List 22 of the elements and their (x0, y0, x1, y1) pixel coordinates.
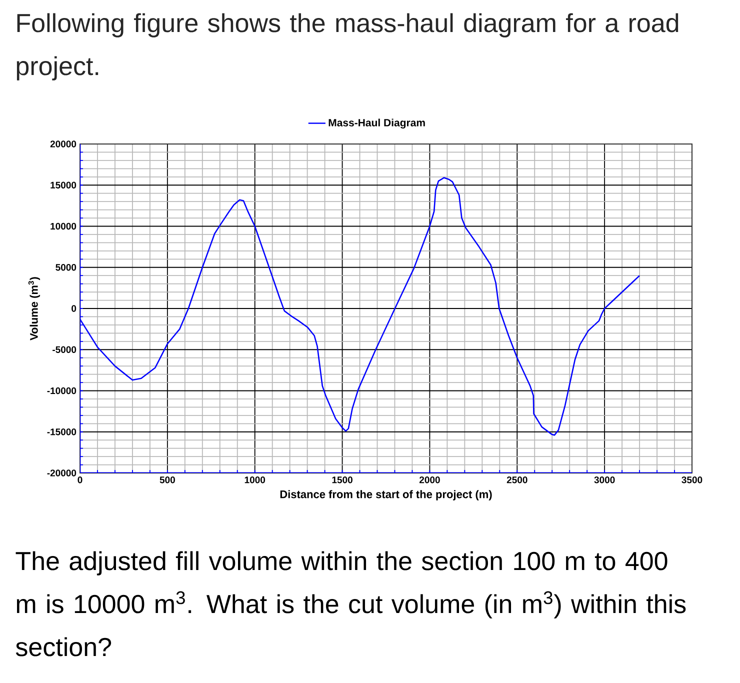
x-tick-label: 2500 (506, 476, 528, 484)
y-tick-label: -15000 (47, 428, 76, 436)
chart-title: Following figure shows the mass-haul diagram for a road project. (16, 13, 678, 80)
text: The adjusted fill volume within the section 100 m to 400 m is 10000 m$^{3}$. What is the cut volume (in m$^{3}$) within this section? (16, 551, 686, 656)
legend-label: Mass-Haul Diagram (328, 118, 425, 129)
x-tick-label: 500 (160, 476, 175, 484)
y-axis-title: Volume (m$^{3}$) (28, 277, 40, 340)
y-tick-label: 10000 (50, 222, 76, 230)
y-tick-label: 15000 (50, 182, 76, 188)
y-tick-label: 20000 (50, 140, 76, 148)
x-tick-label: 3500 (682, 476, 702, 484)
y-tick-label: -5000 (52, 346, 76, 353)
x-tick-label: 1500 (332, 476, 352, 484)
y-tick-label: 5000 (56, 264, 76, 271)
x-axis-title: Distance from the start of the project (m) (280, 490, 492, 500)
x-tick-label: 2000 (419, 476, 440, 484)
x-tick-label: 0 (78, 476, 82, 484)
y-tick-label: -20000 (47, 470, 76, 476)
x-tick-label: 3000 (594, 476, 615, 484)
y-tick-label: 0 (72, 305, 76, 312)
y-tick-label: -10000 (47, 387, 76, 394)
x-tick-label: 1000 (244, 476, 266, 484)
